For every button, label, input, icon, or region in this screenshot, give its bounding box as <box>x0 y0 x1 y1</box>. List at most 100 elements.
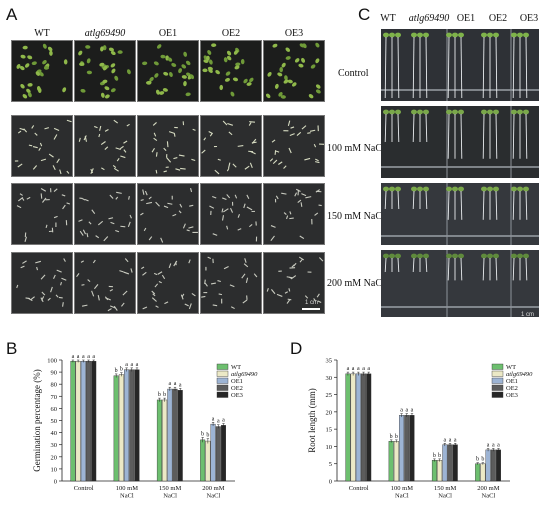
significance-letter: a <box>77 354 80 360</box>
bar <box>200 439 206 482</box>
panel-a-header-wt: WT <box>34 28 50 39</box>
y-tick-label: 5 <box>329 461 332 468</box>
panel-c-header-oe1: OE1 <box>456 13 476 24</box>
category-label: NaCl <box>438 493 452 500</box>
y-tick-label: 10 <box>51 466 58 473</box>
y-tick-label: 30 <box>51 442 58 449</box>
legend-swatch <box>216 377 229 384</box>
panel-a-row-control: Control <box>338 68 369 79</box>
seedling-photo <box>74 40 136 102</box>
category-label: 100 mM <box>116 485 138 492</box>
significance-letter: a <box>400 408 403 414</box>
seedling-photo <box>137 252 199 314</box>
panel-c-header-oe2: OE2 <box>488 13 508 24</box>
legend-swatch <box>491 377 504 384</box>
significance-letter: a <box>347 366 350 372</box>
significance-letter: b <box>206 433 209 439</box>
significance-letter: a <box>411 408 414 414</box>
bar <box>162 399 168 482</box>
significance-letter: b <box>201 431 204 437</box>
panel-a-header-oe1: OE1 <box>158 28 178 39</box>
panel-c-scale-text: 1 cm <box>521 312 535 318</box>
y-tick-label: 0 <box>329 479 332 486</box>
category-label: NaCl <box>120 493 134 500</box>
category-label: NaCl <box>163 493 177 500</box>
significance-letter: a <box>82 354 85 360</box>
panel-a-header-mutant: atlg69490 <box>84 28 126 39</box>
seedling-photo <box>137 115 199 177</box>
y-axis-label: Root length (mm) <box>307 388 317 453</box>
panel-d-label: D <box>290 339 303 358</box>
panel-c-header-mutant: atlg69490 <box>408 13 450 24</box>
bar <box>452 444 458 482</box>
seedling-photo <box>11 183 73 245</box>
legend-label: WT <box>231 364 241 371</box>
panel-c-scale-bar <box>518 320 536 322</box>
bar <box>156 399 162 482</box>
seedling-photo <box>11 252 73 314</box>
seedling-photo <box>11 40 73 102</box>
significance-letter: a <box>497 443 500 449</box>
significance-letter: a <box>352 366 355 372</box>
category-label: NaCl <box>395 493 409 500</box>
significance-letter: a <box>168 381 171 387</box>
legend-swatch <box>491 363 504 370</box>
legend-label: OE2 <box>506 385 518 392</box>
bar <box>91 361 97 482</box>
y-tick-label: 0 <box>54 479 57 486</box>
seedling-photo <box>200 115 262 177</box>
seedling-photo <box>263 40 325 102</box>
bar <box>447 444 453 482</box>
legend-label: atlg69490 <box>231 371 258 378</box>
y-tick-label: 100 <box>47 358 57 365</box>
y-tick-label: 20 <box>51 454 58 461</box>
legend-swatch <box>491 391 504 398</box>
significance-letter: a <box>487 443 490 449</box>
bar <box>177 390 183 482</box>
bar <box>485 449 491 482</box>
panel-a-row-150mm: 150 mM NaCl <box>327 211 385 222</box>
y-tick-label: 25 <box>326 392 333 399</box>
legend-swatch <box>216 363 229 370</box>
category-label: 200 mM <box>202 485 224 492</box>
significance-letter: a <box>179 382 182 388</box>
seedling-photo <box>263 183 325 245</box>
significance-letter: a <box>87 354 90 360</box>
significance-letter: a <box>212 416 215 422</box>
significance-letter: b <box>390 434 393 440</box>
y-tick-label: 80 <box>51 382 58 389</box>
legend-swatch <box>491 384 504 391</box>
bar <box>86 361 92 482</box>
seedling-photo <box>263 252 325 314</box>
bar <box>210 423 216 482</box>
bar <box>361 373 367 482</box>
category-label: NaCl <box>482 493 496 500</box>
bar <box>129 369 135 482</box>
panel-a-row-200mm: 200 mM NaCl <box>327 278 385 289</box>
bar <box>480 463 486 482</box>
category-label: 200 mM <box>477 485 499 492</box>
panel-b-label: B <box>6 339 18 358</box>
y-tick-label: 40 <box>51 430 58 437</box>
panel-c-label: C <box>358 5 371 24</box>
y-tick-label: 10 <box>326 444 333 451</box>
legend-label: atlg69490 <box>506 371 533 378</box>
significance-letter: a <box>357 366 360 372</box>
bar <box>437 460 443 482</box>
category-label: 150 mM <box>434 485 456 492</box>
significance-letter: b <box>433 453 436 459</box>
legend-label: OE1 <box>231 378 243 385</box>
bar <box>388 441 394 482</box>
significance-letter: b <box>476 457 479 463</box>
seedling-photo <box>74 115 136 177</box>
significance-letter: a <box>362 366 365 372</box>
bar <box>442 444 448 482</box>
significance-letter: a <box>72 354 75 360</box>
significance-letter: a <box>125 362 128 368</box>
significance-letter: a <box>454 437 457 443</box>
category-label: NaCl <box>207 493 221 500</box>
y-tick-label: 35 <box>326 358 333 365</box>
panel-a-row-100mm: 100 mM NaCl <box>327 143 385 154</box>
bar <box>399 415 405 482</box>
bar <box>490 449 496 482</box>
